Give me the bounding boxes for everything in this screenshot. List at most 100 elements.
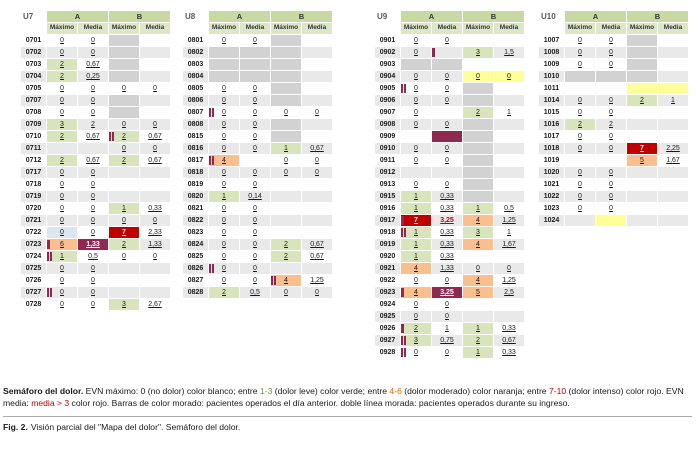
pain-cell: 4 (400, 262, 432, 275)
pain-cell: 3 (462, 226, 494, 239)
bed-row-0921: 0921 4 1,33 0 0 (374, 262, 525, 275)
pain-cell: 0,67 (301, 238, 333, 251)
pain-value: 0 (222, 37, 226, 44)
bed-id: 1021 (538, 178, 565, 191)
pain-cell: 0 (493, 70, 525, 83)
bed-id: 0925 (374, 310, 401, 323)
pain-value: 0 (414, 301, 418, 308)
pain-cell (108, 166, 140, 179)
pain-cell (270, 34, 302, 47)
pain-value: 2,33 (148, 229, 162, 236)
pain-value: 0 (60, 217, 64, 224)
bed-id: 0926 (374, 322, 401, 335)
pain-cell (139, 190, 171, 203)
bed-id: 0805 (182, 82, 209, 95)
pain-value: 0 (445, 349, 449, 356)
pain-cell (431, 46, 463, 59)
pain-cell: 0 (77, 34, 109, 47)
pain-cell (626, 82, 658, 95)
bed-id: 0827 (182, 274, 209, 287)
pain-cell: 0 (239, 94, 271, 107)
bed-id: 0907 (374, 106, 401, 119)
pain-cell: 2 (270, 238, 302, 251)
subheader-maximo: Máximo (108, 22, 140, 35)
pain-value: 4 (414, 289, 418, 296)
pain-value: 2,25 (666, 145, 680, 152)
pain-cell: 2,67 (139, 298, 171, 311)
pain-value: 4 (414, 265, 418, 272)
subheader-maximo: Máximo (270, 22, 302, 35)
column-group-a: A (208, 10, 271, 23)
pain-value: 0,67 (86, 133, 100, 140)
pain-cell (462, 130, 494, 143)
column-group-b: B (270, 10, 333, 23)
pain-cell: 0,33 (431, 250, 463, 263)
bed-id: 0718 (20, 178, 47, 191)
bed-row-0724: 0724 1 0,5 0 0 (20, 250, 171, 263)
bed-id: 1024 (538, 214, 565, 227)
pain-cell: 0 (595, 130, 627, 143)
pain-cell: 0 (139, 142, 171, 155)
subheader-maximo: Máximo (400, 22, 432, 35)
pain-cell (626, 34, 658, 47)
pain-value: 0 (60, 97, 64, 104)
pain-cell: 0 (564, 46, 596, 59)
pain-value: 0 (445, 157, 449, 164)
pain-value: 0 (222, 181, 226, 188)
spacer-cell (20, 22, 47, 35)
pain-value: 0 (414, 85, 418, 92)
pain-cell (301, 34, 333, 47)
bed-row-0916: 0916 1 0,33 1 0,5 (374, 202, 525, 215)
bed-id: 0918 (374, 226, 401, 239)
pain-cell (595, 82, 627, 95)
spacer-cell (538, 22, 565, 35)
pain-cell (400, 58, 432, 71)
pain-cell: 2 (46, 70, 78, 83)
pain-value: 0 (609, 193, 613, 200)
pain-cell (301, 214, 333, 227)
pain-cell: 0,14 (239, 190, 271, 203)
pain-value: 1 (476, 325, 480, 332)
subheader-media: Media (657, 22, 689, 35)
pain-cell: 2,33 (139, 226, 171, 239)
pain-cell: 0 (400, 70, 432, 83)
pain-value: 0 (122, 85, 126, 92)
column-group-a: A (46, 10, 109, 23)
pain-value: 0 (253, 85, 257, 92)
pain-cell: 1 (431, 322, 463, 335)
legend-text-segment: EVN máximo: 0 (no dolor) color blanco; e… (83, 386, 260, 396)
pain-cell: 0 (564, 106, 596, 119)
bed-id: 0908 (374, 118, 401, 131)
bed-id: 0819 (182, 178, 209, 191)
pain-cell: 0 (239, 262, 271, 275)
pain-value: 0 (91, 85, 95, 92)
pain-cell (108, 178, 140, 191)
pain-value: 0 (578, 205, 582, 212)
bed-row-0909: 0909 (374, 130, 525, 143)
pain-cell (657, 166, 689, 179)
pain-cell: 0 (462, 262, 494, 275)
bed-id: 0728 (20, 298, 47, 311)
pain-cell: 2 (270, 250, 302, 263)
pain-cell: 0 (239, 214, 271, 227)
pain-value: 0 (60, 289, 64, 296)
pain-cell (239, 58, 271, 71)
pain-value: 0 (222, 85, 226, 92)
subheader-maximo: Máximo (46, 22, 78, 35)
pain-cell: 0 (595, 106, 627, 119)
pain-value: 0,33 (440, 205, 454, 212)
pain-cell: 1 (208, 190, 240, 203)
bed-id: 0704 (20, 70, 47, 83)
bed-id: 0727 (20, 286, 47, 299)
pain-value: 1 (445, 325, 449, 332)
bed-row-0907: 0907 0 2 1 (374, 106, 525, 119)
pain-cell: 0 (46, 286, 78, 299)
pain-cell (657, 190, 689, 203)
bed-row-0711: 0711 0 0 (20, 142, 171, 155)
legend-text: Semáforo del dolor. EVN máximo: 0 (no do… (3, 386, 692, 409)
pain-cell (139, 262, 171, 275)
pain-cell: 4 (462, 274, 494, 287)
pain-cell (493, 298, 525, 311)
bed-id: 1015 (538, 106, 565, 119)
pain-cell: 2 (46, 58, 78, 71)
